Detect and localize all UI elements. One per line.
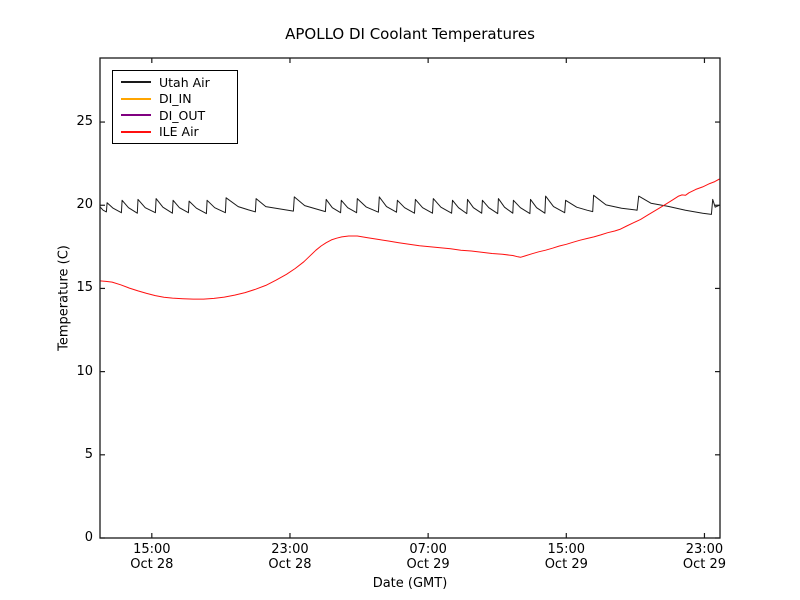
y-tick-label: 25 [76, 114, 93, 130]
series-line-ile-air [100, 178, 720, 300]
x-tick-date: Oct 29 [406, 557, 450, 572]
legend-item-utah-air: Utah Air [121, 74, 231, 91]
y-tick-label: 10 [76, 363, 93, 379]
legend-label: DI_OUT [159, 107, 206, 123]
y-tick-label: 5 [84, 446, 93, 462]
x-tick-time: 15:00 [133, 542, 171, 557]
x-tick-date: Oct 29 [544, 557, 588, 572]
y-tick-label: 20 [76, 197, 93, 213]
y-tick-label: 0 [84, 530, 93, 545]
legend-line-sample [121, 130, 151, 133]
y-tick-label: 15 [76, 280, 93, 296]
x-axis-label: Date (GMT) [372, 576, 448, 591]
series-line-utah-air [100, 194, 720, 215]
x-tick-label: 15:00 Oct 28 [107, 542, 197, 572]
legend-item-di-out: DI_OUT [121, 107, 231, 124]
x-tick-time: 23:00 [271, 542, 309, 557]
legend-line-sample [121, 97, 151, 100]
x-tick-time: 07:00 [409, 542, 447, 557]
legend-item-di-in: DI_IN [121, 91, 231, 108]
legend-label: Utah Air [159, 74, 210, 90]
legend-label: ILE Air [159, 124, 199, 140]
axis-ticks-group [100, 58, 720, 539]
x-tick-date: Oct 28 [268, 557, 312, 572]
x-tick-label: 15:00 Oct 29 [521, 542, 611, 572]
data-series-group [100, 178, 720, 300]
x-tick-label: 23:00 Oct 29 [659, 542, 749, 572]
legend-item-ile-air: ILE Air [121, 124, 231, 141]
x-tick-time: 23:00 [685, 542, 724, 557]
x-tick-date: Oct 29 [682, 557, 727, 572]
chart-title: APOLLO DI Coolant Temperatures [285, 25, 535, 43]
x-tick-time: 15:00 [547, 542, 586, 557]
plot-frame [99, 57, 721, 539]
x-tick-label: 07:00 Oct 29 [383, 542, 473, 572]
legend-line-sample [121, 114, 151, 117]
legend-line-sample [121, 81, 151, 84]
legend-label: DI_IN [159, 91, 192, 107]
x-tick-date: Oct 28 [130, 557, 174, 572]
legend: Utah Air DI_IN DI_OUT ILE Air [112, 70, 238, 144]
x-tick-label: 23:00 Oct 28 [245, 542, 335, 572]
